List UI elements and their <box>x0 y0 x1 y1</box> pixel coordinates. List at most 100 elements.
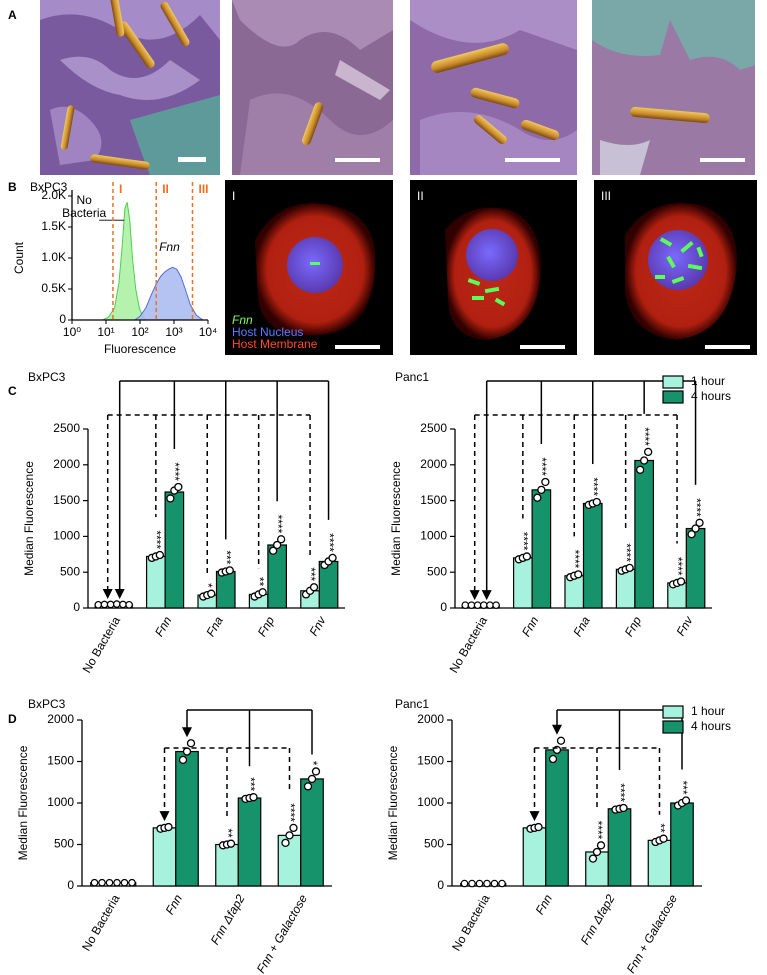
x-tick-label: 10¹ <box>97 325 114 339</box>
significance: **** <box>168 462 182 481</box>
legend-swatch <box>662 375 684 389</box>
bar <box>300 778 324 887</box>
data-point <box>182 747 192 756</box>
significance: **** <box>619 543 633 562</box>
bar <box>564 575 585 609</box>
y-tick-label: 0 <box>73 600 80 614</box>
x-tick-label: Fnn <box>163 892 186 917</box>
area-line <box>102 202 147 321</box>
data-point <box>498 879 506 888</box>
bar <box>237 797 262 887</box>
bar <box>615 568 636 609</box>
data-point <box>596 841 606 850</box>
data-point <box>155 550 164 560</box>
x-tick-label: No Bacteria <box>449 892 493 954</box>
channel-label: Host Nucleus <box>232 325 303 339</box>
y-tick-label: 1500 <box>417 754 444 768</box>
y-tick-label: 2000 <box>53 457 80 471</box>
x-tick-label: 10⁰ <box>63 325 81 339</box>
data-point <box>492 601 500 609</box>
bracket-arrow <box>481 590 492 601</box>
y-tick-label: 1000 <box>417 795 444 809</box>
fluorescence-image: III <box>594 180 757 355</box>
gate-label: II <box>162 182 169 196</box>
data-point <box>119 600 127 609</box>
data-point <box>226 839 236 848</box>
data-point <box>289 823 298 833</box>
significance: **** <box>591 821 605 840</box>
data-point <box>534 822 543 832</box>
y-tick-label: 1.0K <box>41 250 66 264</box>
y-axis-label: Count <box>12 241 26 274</box>
x-tick-label: No Bacteria <box>447 614 491 676</box>
chart-title: Panc1 <box>395 697 429 711</box>
x-tick-label: Fnp <box>255 614 278 639</box>
image-label: I <box>232 189 235 203</box>
data-point <box>258 588 267 597</box>
bar <box>512 557 533 609</box>
significance: *** <box>220 550 234 564</box>
bracket-arrow <box>102 589 113 600</box>
bracket-arrow <box>159 811 170 822</box>
data-point <box>676 577 686 586</box>
fluorescence-image: I Fnn Host Nucleus Host Membrane <box>225 180 393 355</box>
x-tick-label: Fnp <box>622 614 645 639</box>
legend-label: 4 hours <box>691 389 731 403</box>
data-point <box>460 879 469 888</box>
bracket-arrow <box>469 590 480 601</box>
series-label: No Bacteria <box>62 194 107 221</box>
significance: **** <box>150 530 164 549</box>
significance: ** <box>653 823 667 833</box>
y-tick-label: 2500 <box>420 421 447 435</box>
data-point <box>281 838 290 847</box>
bar <box>215 570 236 609</box>
data-point <box>307 774 317 784</box>
x-tick-label: Fnn <box>533 892 556 917</box>
data-point <box>125 600 133 609</box>
sem-image <box>232 0 393 175</box>
bar <box>545 749 569 887</box>
series-label-box: Fnn <box>159 241 180 255</box>
y-axis-label: Median Fluorescence <box>16 745 30 860</box>
data-point <box>691 524 700 533</box>
chart-title: BxPC3 <box>28 697 66 711</box>
series-label-box: No Bacteria <box>62 194 107 221</box>
data-point <box>328 553 337 563</box>
x-tick-label: Fnv <box>674 613 697 638</box>
sem-image <box>592 0 755 175</box>
data-point <box>687 530 696 539</box>
area-fill <box>134 267 203 320</box>
data-point <box>90 878 99 887</box>
data-point <box>186 739 196 748</box>
x-tick-label: 10² <box>131 325 148 339</box>
x-tick-label: Fnn Δfap2 <box>578 892 618 947</box>
x-axis-label: Fluorescence <box>104 342 176 356</box>
data-point <box>249 793 258 802</box>
y-tick-label: 500 <box>424 837 444 851</box>
bar <box>164 491 185 609</box>
series-label: Fnn <box>159 241 180 255</box>
data-point <box>303 782 313 791</box>
significance: **** <box>283 803 297 822</box>
data-point <box>120 878 129 887</box>
y-tick-label: 0 <box>59 312 66 326</box>
data-point <box>479 601 488 609</box>
bar <box>670 802 694 887</box>
y-tick-label: 1000 <box>53 529 80 543</box>
x-tick-label: Fna <box>570 614 593 639</box>
significance: **** <box>517 532 531 551</box>
bracket-arrow <box>114 589 125 600</box>
y-tick-label: 1000 <box>47 795 74 809</box>
data-point <box>225 566 234 575</box>
y-axis-label: Median Fluorescence <box>386 745 400 860</box>
image-label: II <box>417 189 424 203</box>
significance: **** <box>271 515 285 534</box>
chart-title: Panc1 <box>395 370 429 384</box>
bracket-arrow <box>182 727 192 738</box>
sem-image <box>410 0 577 175</box>
data-point <box>625 563 634 573</box>
x-tick-label: Fna <box>203 614 226 639</box>
bracket-arrow <box>529 811 540 822</box>
significance: ** <box>221 828 235 838</box>
gate-label: I <box>119 182 122 196</box>
